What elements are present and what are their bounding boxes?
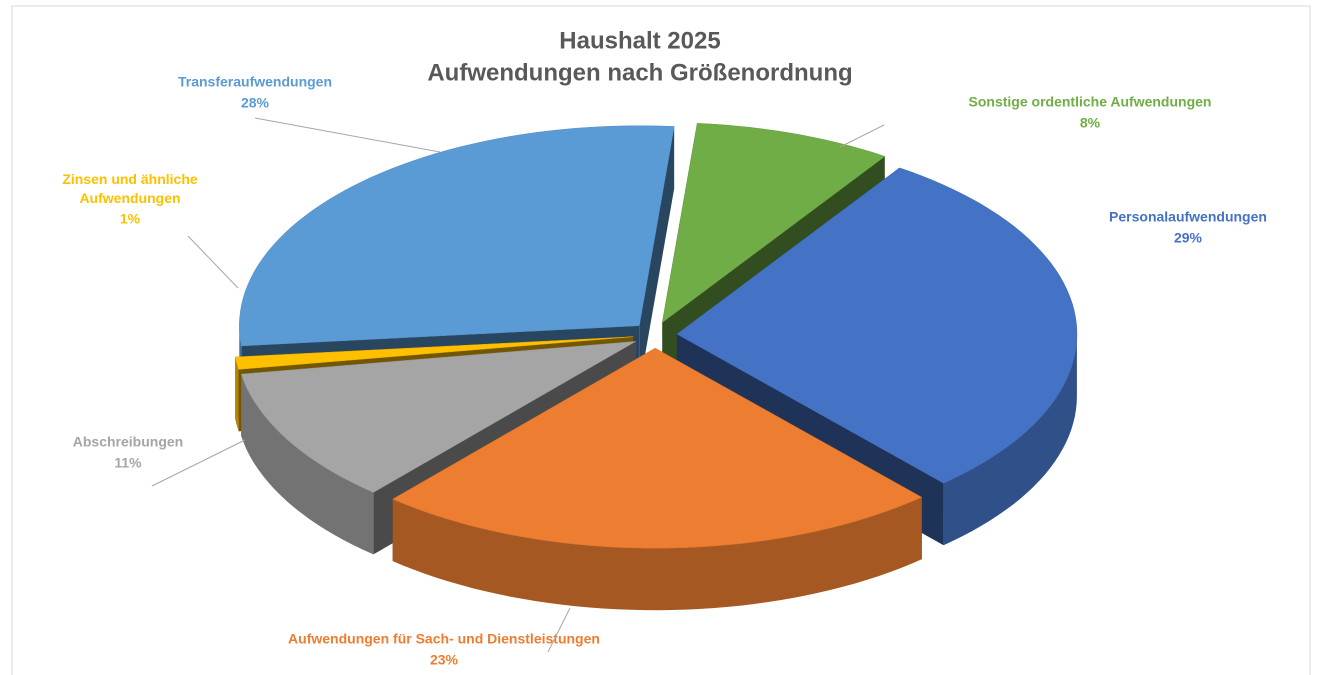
category-label: Abschreibungen	[73, 434, 183, 450]
leader-line	[151, 439, 246, 487]
slice	[240, 341, 636, 493]
pie	[234, 123, 1078, 611]
slice	[392, 347, 923, 549]
category-label: Aufwendungen für Sach- und Dienstleistun…	[288, 631, 600, 647]
category-label: Zinsen und ähnliche Aufwendungen	[62, 171, 198, 206]
category-label: Transferaufwendungen	[178, 74, 332, 90]
leader-line	[839, 124, 885, 148]
leader-line	[547, 607, 571, 653]
value-label: 11%	[114, 455, 142, 471]
slice-wall	[241, 374, 374, 555]
slice	[239, 125, 675, 347]
value-label: 28%	[241, 95, 270, 111]
leader-line	[187, 235, 239, 289]
value-label: 29%	[1174, 230, 1203, 246]
slice-side	[639, 126, 675, 388]
chart-title: Haushalt 2025	[559, 27, 720, 54]
leader-line	[254, 117, 441, 153]
category-label: Sonstige ordentliche Aufwendungen	[969, 94, 1212, 110]
slice-wall	[943, 334, 1077, 546]
slice-wall	[392, 497, 922, 611]
value-label: 23%	[430, 652, 459, 668]
value-label: 1%	[120, 211, 141, 227]
slice	[676, 167, 1078, 484]
slice-wall	[235, 357, 239, 432]
chart-subtitle: Aufwendungen nach Größenordnung	[427, 59, 852, 86]
slice	[234, 336, 634, 370]
slice	[661, 123, 886, 324]
value-label: 8%	[1080, 115, 1101, 131]
labels: Sonstige ordentliche Aufwendungen 8% Perso…	[62, 74, 1267, 668]
category-label: Personalaufwendungen	[1109, 209, 1267, 225]
